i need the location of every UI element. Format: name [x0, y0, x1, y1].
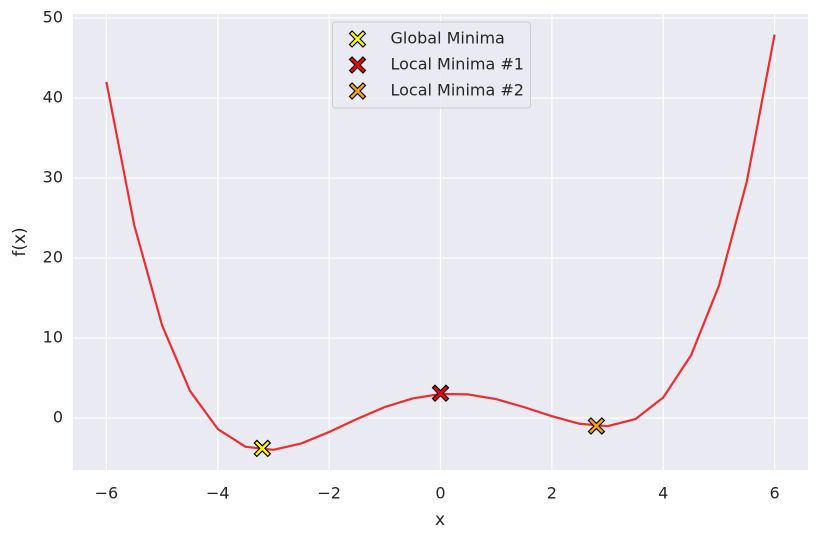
legend-marker: [348, 56, 367, 74]
plot: [105, 34, 776, 458]
y-tick-label: 40: [43, 88, 63, 107]
x-tick-label: 2: [547, 484, 557, 503]
legend-label: Local Minima #1: [391, 55, 524, 74]
x-tick-label: 6: [769, 484, 779, 503]
minimum-marker: [431, 384, 450, 403]
y-axis-label: f(x): [10, 227, 30, 256]
x-axis-label: x: [435, 510, 445, 530]
y-tick-label: 30: [43, 168, 63, 187]
y-tick-label: 0: [53, 408, 63, 427]
legend-marker: [348, 82, 367, 100]
minimum-marker: [587, 417, 606, 435]
y-tick-label: 50: [43, 8, 63, 27]
x-tick-label: −6: [95, 484, 119, 503]
minimum-marker: [253, 439, 272, 458]
x-tick-label: 0: [435, 484, 445, 503]
legend-label: Global Minima: [391, 29, 505, 48]
legend-label: Local Minima #2: [391, 81, 524, 100]
y-tick-label: 20: [43, 248, 63, 267]
grid: [73, 14, 808, 470]
x-tick-label: −2: [317, 484, 341, 503]
x-tick-label: −4: [206, 484, 230, 503]
x-tick-label: 4: [658, 484, 668, 503]
legend-box: [332, 21, 531, 109]
legend: Global Minima Local Minima #1 Local Minima…: [332, 21, 531, 109]
legend-marker: [348, 30, 367, 48]
y-tick-label: 10: [43, 328, 63, 347]
